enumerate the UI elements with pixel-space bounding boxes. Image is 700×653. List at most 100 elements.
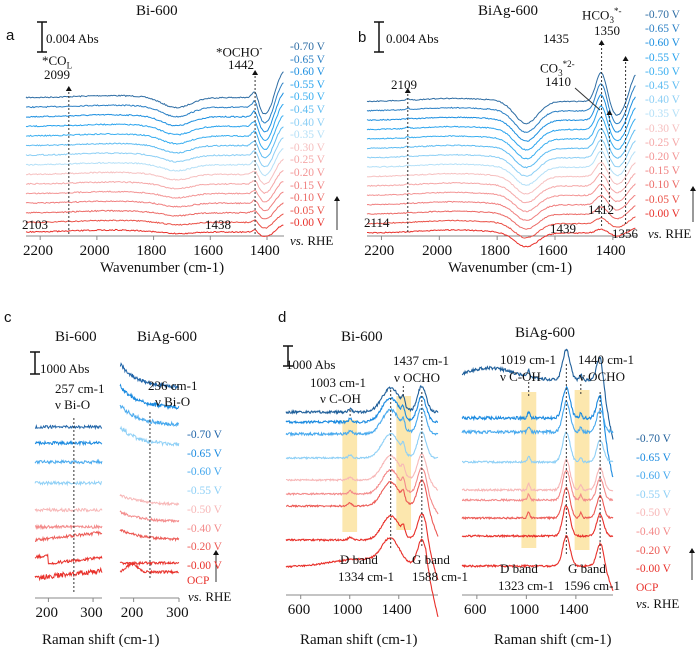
series-label-a: -0.30 V — [290, 141, 325, 154]
annotation-co-species: *COL — [42, 53, 73, 71]
peak-d-biag-coh-value: 1019 cm-1 — [500, 352, 556, 367]
panel-a-tick-label: 1800 — [136, 243, 167, 259]
series-d-biag--0.65V — [461, 385, 614, 478]
annotation-2114: 2114 — [364, 215, 390, 230]
peak-d-biag-coh-mode: ν C-OH — [500, 369, 541, 384]
highlight-band-coh-biag — [521, 392, 537, 548]
series-c-biag--0.50V — [119, 494, 180, 507]
series-a--0.60V — [26, 92, 284, 133]
series-d-bi--0.50V — [286, 453, 439, 491]
x-axis-label-a: Wavenumber (cm-1) — [100, 260, 225, 276]
panel-label-b: b — [358, 29, 367, 46]
annotation-1442: 1442 — [228, 57, 254, 72]
panel-d-bi-tick-label: 1400 — [381, 602, 412, 618]
series-c-bi--0.50V — [34, 506, 103, 513]
annotation-1350: 1350 — [594, 23, 620, 38]
panel-d-biag-title: BiAg-600 — [515, 325, 575, 341]
series-label-d: -0.50 V — [636, 507, 671, 520]
series-label-b: -0.20 V — [645, 151, 680, 163]
panel-d-bi-tick-label: 600 — [287, 602, 311, 618]
scale-bar-d: 1000 Abs — [286, 357, 336, 372]
series-label-c: -0.70 V — [187, 429, 222, 441]
x-axis-label-c: Raman shift (cm-1) — [42, 632, 160, 648]
series-b--0.20V — [366, 183, 636, 213]
panel-c-bi-title: Bi-600 — [55, 329, 97, 345]
series-label-b: -0.05 V — [645, 193, 680, 206]
series-b--0.15V — [366, 194, 636, 221]
potential-arrow-c-head — [213, 550, 219, 555]
annotation-1438: 1438 — [205, 217, 231, 232]
series-d-bi--0.70V — [285, 384, 439, 416]
annotation-1410: 1410 — [545, 74, 571, 89]
series-d-bi--0.65V — [285, 395, 438, 425]
series-b--0.40V — [367, 139, 636, 177]
panel-a-tick-label: 2200 — [22, 243, 53, 259]
series-label-d: -0.70 V — [636, 433, 671, 445]
series-b--0.50V — [366, 116, 636, 160]
series-label-a: -0.25 V — [290, 154, 325, 167]
panel-d-biag-tick-label: 1400 — [558, 602, 589, 618]
series-label-a: -0.10 V — [290, 192, 325, 205]
reference-label-a: vs. RHE — [290, 233, 334, 248]
panel-d-biag-tick-label: 600 — [463, 602, 487, 618]
series-c-biag--0.55V — [119, 425, 180, 447]
series-label-d: -0.65 V — [636, 451, 671, 464]
series-label-d: -0.00 V — [636, 563, 671, 576]
scale-bar-b: 0.004 Abs — [386, 31, 439, 46]
reference-label-c: vs. RHE — [188, 589, 232, 604]
panel-c-bi-tick-label: 300 — [80, 605, 103, 621]
series-label-a: -0.20 V — [290, 167, 325, 179]
series-c-bi--0.60V — [34, 458, 103, 465]
panel-b-tick-label: 2000 — [422, 243, 453, 259]
peak-d-bi-gband-label: G band — [412, 552, 450, 567]
series-label-b: -0.55 V — [645, 51, 680, 64]
series-c-bi--0.70V — [34, 424, 103, 431]
panel-c-biag-title: BiAg-600 — [137, 329, 197, 345]
scale-bar-b-icon — [374, 21, 384, 53]
peak-d-biag-gband-label: G band — [568, 561, 606, 576]
x-axis-label-d-biag: Raman shift (cm-1) — [494, 632, 612, 648]
panel-d-bi-tick-label: 1000 — [332, 602, 363, 618]
reference-label-d: vs. RHE — [636, 596, 680, 611]
highlight-band-ocho-bi — [396, 396, 412, 530]
series-label-a: -0.55 V — [290, 78, 325, 91]
series-label-a: -0.70 V — [290, 41, 325, 53]
scale-bar-a-icon — [37, 21, 47, 53]
series-b--0.10V — [366, 205, 636, 230]
arrow-1350 — [622, 56, 629, 61]
series-d-bi--0.60V — [285, 407, 439, 437]
series-b--0.65V — [366, 83, 636, 133]
series-label-d: OCP — [636, 582, 659, 594]
potential-arrow-d-head — [689, 548, 695, 553]
series-label-a: -0.00 V — [290, 217, 325, 230]
series-label-c: -0.55 V — [187, 485, 222, 498]
series-label-d: -0.60 V — [636, 470, 671, 483]
series-b--0.30V — [366, 161, 636, 195]
scale-bar-c-icon — [30, 351, 40, 375]
x-axis-label-b: Wavenumber (cm-1) — [448, 260, 573, 276]
series-label-a: -0.35 V — [290, 129, 325, 142]
series-a--0.00V — [25, 224, 284, 237]
series-a--0.65V — [26, 82, 284, 124]
series-label-b: -0.25 V — [645, 136, 680, 149]
series-label-b: -0.60 V — [645, 37, 680, 50]
series-label-b: -0.45 V — [645, 80, 680, 92]
arrow-1410 — [606, 110, 613, 115]
series-a--0.40V — [25, 137, 284, 168]
arrow-2109 — [404, 88, 411, 93]
series-label-c: -0.50 V — [187, 503, 222, 516]
panel-a-title: Bi-600 — [136, 3, 178, 19]
series-d-biag--0.40V — [461, 468, 614, 503]
peak-c-bi-mode: ν Bi-O — [55, 397, 91, 412]
series-d-biag--0.00V — [461, 504, 614, 539]
series-a--0.10V — [25, 202, 284, 220]
series-label-b: -0.00 V — [645, 207, 680, 220]
series-b--0.55V — [366, 105, 636, 151]
annotation-hco3-species: HCO3*- — [582, 6, 622, 25]
series-c-bi--0.65V — [34, 439, 103, 447]
panel-label-d: d — [278, 309, 287, 326]
series-d-bi--0.40V — [285, 467, 439, 515]
panel-c-biag-tick-label: 300 — [166, 605, 189, 621]
series-label-b: -0.10 V — [645, 179, 680, 192]
